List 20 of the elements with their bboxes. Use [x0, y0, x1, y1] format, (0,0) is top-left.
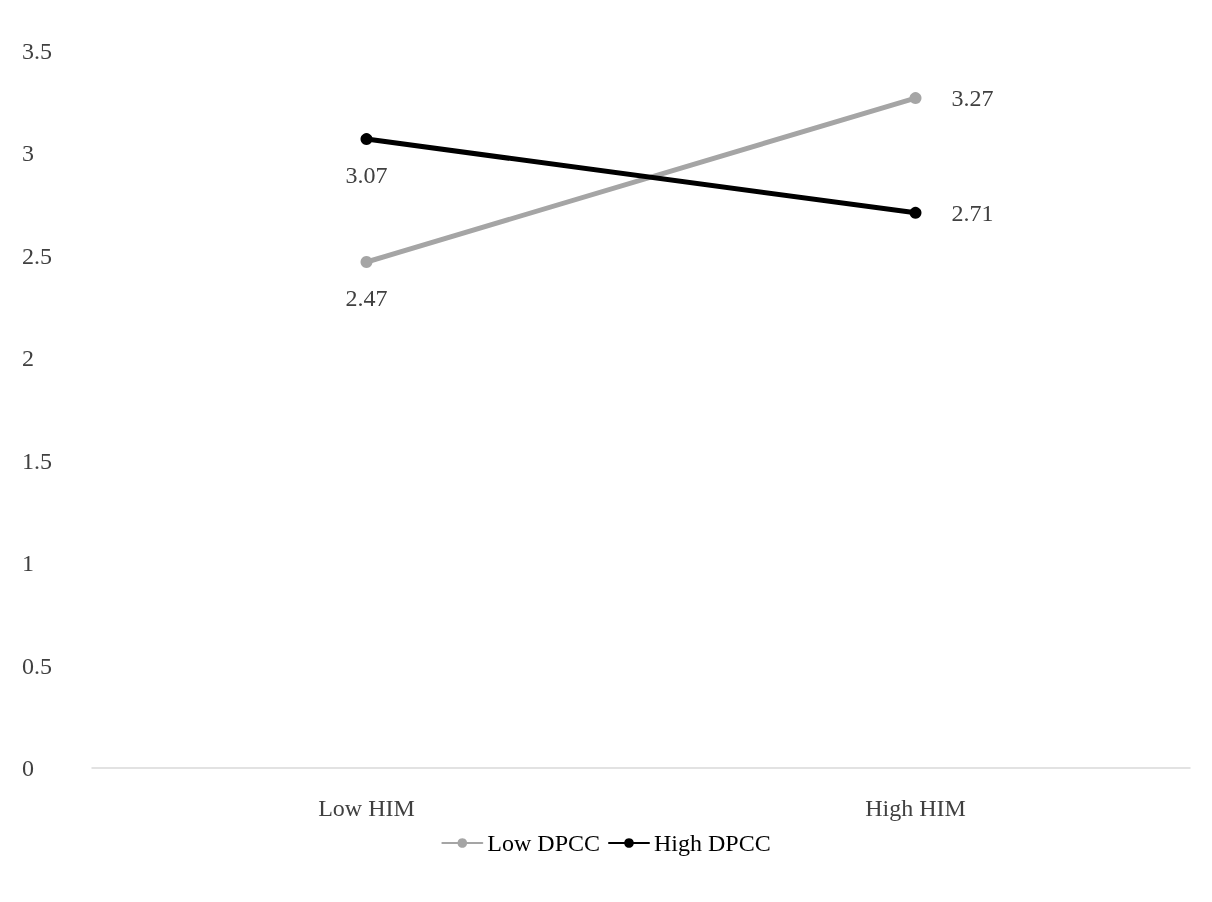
y-tick-label: 2.5 — [22, 242, 52, 269]
point — [909, 92, 922, 105]
legend-label: High DPCC — [654, 830, 771, 856]
data-label: 2.47 — [345, 285, 388, 311]
y-tick-label: 0.5 — [22, 652, 52, 679]
data-label: 3.27 — [951, 85, 994, 112]
data-label: 3.07 — [345, 162, 388, 189]
point — [909, 206, 922, 219]
y-tick-label: 0 — [22, 755, 34, 781]
y-tick-label: 1 — [22, 550, 34, 577]
y-tick-label: 3 — [22, 140, 34, 167]
y-tick-label: 2 — [22, 345, 34, 372]
y-tick-label: 3.5 — [22, 38, 52, 64]
y-tick-label: 1.5 — [22, 447, 52, 474]
data-label: 2.71 — [951, 199, 994, 226]
x-tick-label: High HIM — [865, 795, 966, 821]
x-tick-label: Low HIM — [318, 795, 415, 821]
legend-label: Low DPCC — [487, 830, 600, 856]
point — [360, 133, 373, 146]
point — [360, 256, 373, 268]
